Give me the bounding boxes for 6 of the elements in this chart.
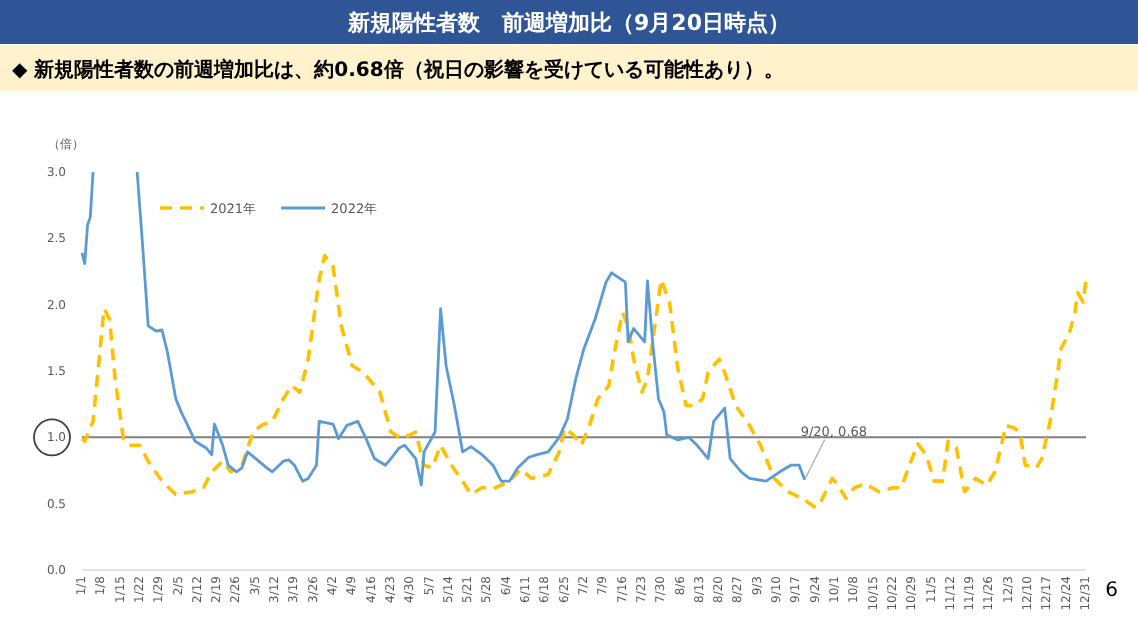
chart-title: 新規陽性者数 前週増加比（9月20日時点） [346, 10, 790, 36]
title-banner: 新規陽性者数 前週増加比（9月20日時点） [0, 0, 1138, 44]
subtitle-banner: ◆ 新規陽性者数の前週増加比は、約0.68倍（祝日の影響を受けている可能性あり）。 [0, 45, 1138, 91]
line-series [80, 253, 1088, 510]
text: 6 [1105, 580, 1118, 602]
chart-subtitle: ◆ 新規陽性者数の前週増加比は、約0.68倍（祝日の影響を受けている可能性あり）。 [12, 58, 784, 82]
